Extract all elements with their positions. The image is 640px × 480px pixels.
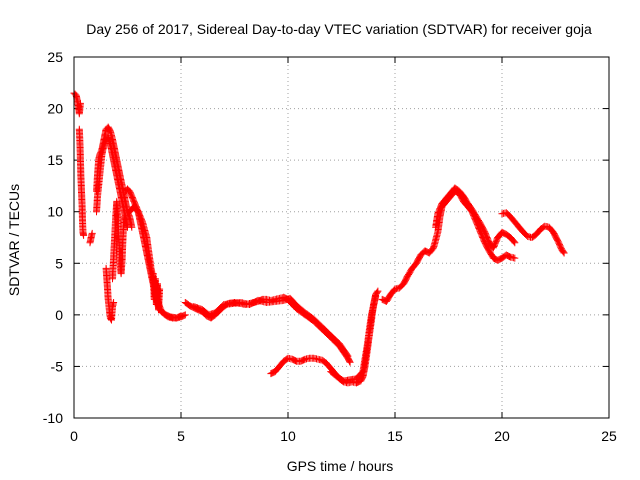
series-sat-n: [327, 292, 380, 385]
y-tick-label: 0: [55, 307, 63, 323]
data-point: [177, 312, 185, 320]
x-tick-label: 0: [70, 428, 78, 444]
data-point: [372, 292, 380, 300]
plot-frame: [73, 56, 610, 419]
x-tick-label: 10: [280, 428, 296, 444]
data-points: [70, 89, 568, 387]
data-point: [346, 357, 353, 365]
series-sat-g: [109, 197, 128, 283]
y-tick-label: 10: [47, 204, 63, 220]
chart-title: Day 256 of 2017, Sidereal Day-to-day VTE…: [86, 21, 592, 37]
series-sat-q: [498, 209, 568, 257]
y-tick-label: 25: [47, 49, 63, 65]
data-point: [88, 229, 96, 237]
series-sat-j: [149, 270, 164, 314]
data-point: [80, 231, 88, 239]
y-tick-label: 20: [47, 101, 63, 117]
data-point: [373, 288, 381, 296]
axes: 0 5 10 15 20 25 -10 -5 0 5 10 15 20 25: [43, 49, 617, 444]
data-point: [343, 351, 351, 359]
data-point: [181, 311, 189, 319]
x-axis-label: GPS time / hours: [287, 458, 394, 474]
data-point: [120, 213, 128, 221]
x-tick-label: 15: [387, 428, 403, 444]
series-sat-b: [75, 125, 88, 239]
x-tick-label: 20: [494, 428, 510, 444]
data-point: [559, 248, 567, 256]
data-point: [510, 238, 518, 246]
series-sat-l: [190, 294, 352, 360]
series-sat-c: [86, 229, 96, 247]
data-point: [110, 299, 118, 306]
data-point: [344, 352, 352, 360]
data-point: [346, 358, 354, 366]
y-tick-label: -5: [51, 358, 64, 374]
x-tick-label: 5: [177, 428, 185, 444]
series-sat-e: [93, 134, 131, 231]
data-point: [76, 99, 84, 107]
y-tick-label: 5: [55, 255, 63, 271]
series-sat-p: [432, 184, 519, 252]
y-axis-label: SDTVAR / TECUs: [6, 184, 22, 296]
data-point: [560, 249, 568, 257]
y-tick-label: -10: [43, 410, 63, 426]
y-tick-label: 15: [47, 152, 63, 168]
data-point: [511, 254, 519, 262]
series-sat-a: [70, 89, 84, 118]
data-point: [374, 287, 382, 295]
x-tick-label: 25: [601, 428, 617, 444]
series-sat-f: [102, 264, 118, 324]
data-point: [511, 239, 519, 247]
data-point: [156, 285, 164, 293]
